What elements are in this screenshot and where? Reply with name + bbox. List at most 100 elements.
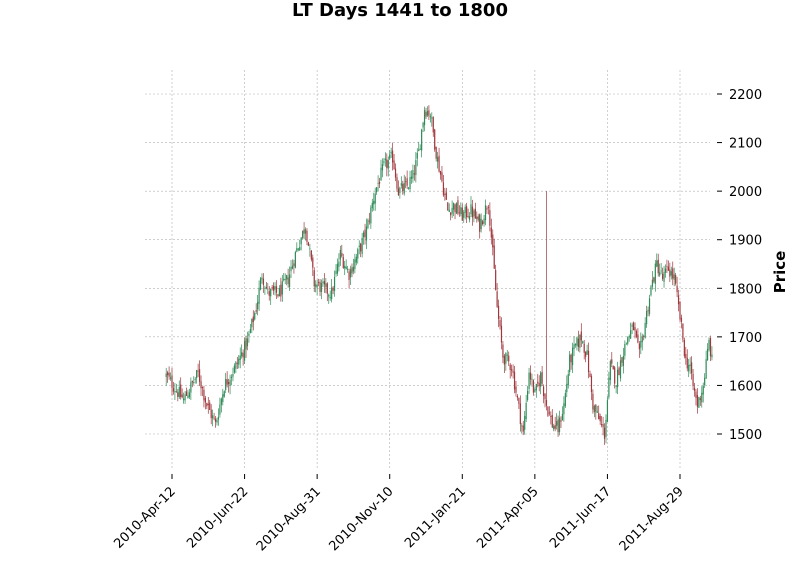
candle: [403, 174, 405, 196]
y-axis-title: Price: [771, 251, 789, 294]
candle-body: [625, 342, 627, 344]
candle-body: [474, 208, 476, 219]
candle-body: [492, 234, 494, 248]
candle: [511, 364, 513, 377]
candle: [246, 331, 249, 351]
candle-body: [293, 263, 295, 267]
candle: [242, 349, 244, 366]
candle: [586, 344, 588, 355]
candle-body: [499, 320, 501, 327]
candle-body: [557, 419, 559, 433]
candle: [673, 267, 675, 287]
candle-body: [435, 146, 437, 159]
candle: [165, 367, 167, 386]
candle: [648, 294, 651, 317]
candle-body: [496, 291, 498, 307]
candle-body: [477, 216, 479, 221]
candle: [493, 238, 495, 270]
candle: [486, 205, 488, 214]
y-tick-label: 1700: [729, 331, 762, 346]
candle-body: [708, 339, 710, 350]
candle: [635, 329, 638, 339]
candle-body: [425, 112, 427, 117]
candle-body: [461, 207, 463, 221]
candle-body: [576, 337, 578, 346]
candle-body: [392, 150, 394, 163]
candle-body: [516, 395, 519, 398]
candle: [538, 375, 540, 392]
candle-body: [635, 331, 638, 337]
candle: [701, 386, 703, 408]
candle-body: [630, 330, 632, 339]
candle-body: [171, 375, 173, 389]
candle-body: [471, 206, 474, 218]
candle-body: [284, 279, 286, 280]
candle-body: [297, 248, 299, 250]
candle: [505, 352, 507, 371]
candle-body: [680, 317, 683, 322]
candle-body: [296, 248, 298, 252]
candle-body: [226, 379, 228, 385]
candle-body: [529, 372, 532, 380]
candle: [651, 271, 654, 290]
candle-body: [252, 316, 254, 323]
candle-body: [580, 331, 582, 341]
candle-body: [519, 403, 521, 425]
candle-body: [323, 281, 325, 285]
candle: [495, 264, 497, 291]
candle: [283, 272, 285, 282]
candle-body: [603, 427, 606, 439]
candle: [442, 175, 445, 197]
candle-body: [381, 164, 384, 171]
candle-body: [528, 372, 530, 389]
candle-body: [229, 379, 231, 386]
candle: [706, 343, 709, 361]
candle-body: [608, 377, 610, 398]
candle: [529, 365, 532, 385]
candle-body: [525, 402, 527, 419]
candle: [336, 258, 339, 276]
candle: [201, 386, 204, 397]
candle: [390, 147, 392, 158]
candle-body: [508, 355, 510, 362]
candle: [389, 150, 391, 160]
candle-body: [442, 182, 445, 196]
candle: [454, 203, 456, 220]
candle-body: [402, 183, 404, 192]
candle-body: [373, 200, 375, 205]
candle: [685, 346, 687, 365]
candle: [333, 270, 336, 297]
candle-body: [258, 287, 260, 304]
candle-body: [675, 274, 677, 284]
candle-body: [339, 249, 341, 260]
candle: [587, 342, 590, 379]
candle-body: [457, 200, 459, 214]
candle: [339, 245, 341, 266]
candle: [497, 299, 500, 328]
candle-body: [328, 294, 330, 297]
candle: [410, 170, 413, 184]
candle: [670, 266, 672, 280]
candle: [477, 213, 479, 222]
candle-body: [236, 362, 238, 364]
candle: [616, 361, 619, 395]
candle: [464, 204, 466, 220]
candle-body: [614, 367, 616, 384]
candle: [349, 265, 352, 286]
candle-body: [172, 388, 175, 392]
candle-body: [541, 371, 543, 384]
candle-body: [409, 177, 411, 190]
candle-body: [261, 277, 263, 280]
candle-body: [313, 270, 315, 287]
candle-body: [593, 405, 595, 413]
candle-body: [583, 343, 585, 353]
candle: [680, 314, 683, 329]
candle-body: [329, 297, 331, 299]
candle: [480, 213, 482, 233]
candle-body: [544, 393, 546, 400]
candle: [482, 219, 484, 226]
candle-body: [548, 412, 550, 414]
candle: [209, 399, 211, 411]
candle: [619, 354, 622, 382]
candle: [605, 414, 607, 444]
